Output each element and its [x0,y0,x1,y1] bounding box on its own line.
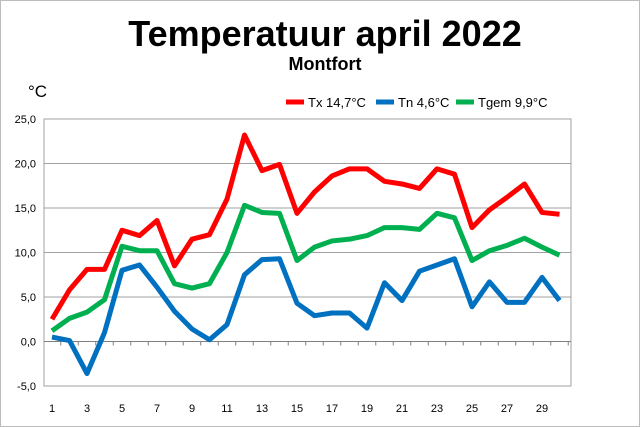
x-tick-label: 17 [326,403,338,415]
x-tick-label: 13 [256,403,268,415]
y-tick-label: 10,0 [15,248,36,260]
y-tick-label: 0,0 [21,337,36,349]
y-tick-label: 20,0 [15,159,36,171]
y-tick-label: 5,0 [21,292,36,304]
series-line-tn [51,256,562,377]
x-tick-label: 19 [361,403,373,415]
legend-label: Tn 4,6°C [398,95,449,110]
x-tick-label: 23 [431,403,443,415]
legend-label: Tgem 9,9°C [478,95,548,110]
x-tick-label: 3 [84,403,90,415]
x-tick-label: 15 [291,403,303,415]
y-tick-label: -5,0 [17,381,36,393]
x-tick-label: 7 [154,403,160,415]
x-tick-label: 11 [221,403,232,415]
x-tick-label: 25 [466,403,478,415]
y-tick-label: 25,0 [15,114,36,126]
chart-title: Temperatuur april 2022 [128,13,522,54]
x-tick-label: 21 [396,403,408,415]
y-tick-label: 15,0 [15,203,36,215]
x-tick-label: 9 [189,403,195,415]
series-line-tx [49,132,560,321]
x-tick-label: 5 [119,403,125,415]
chart-subtitle: Montfort [289,54,362,74]
x-tick-label: 1 [49,403,55,415]
y-axis-label: °C [28,82,47,101]
x-tick-label: 27 [501,403,513,415]
series-line-tgem [50,202,561,333]
x-tick-label: 29 [536,403,548,415]
legend-label: Tx 14,7°C [308,95,366,110]
